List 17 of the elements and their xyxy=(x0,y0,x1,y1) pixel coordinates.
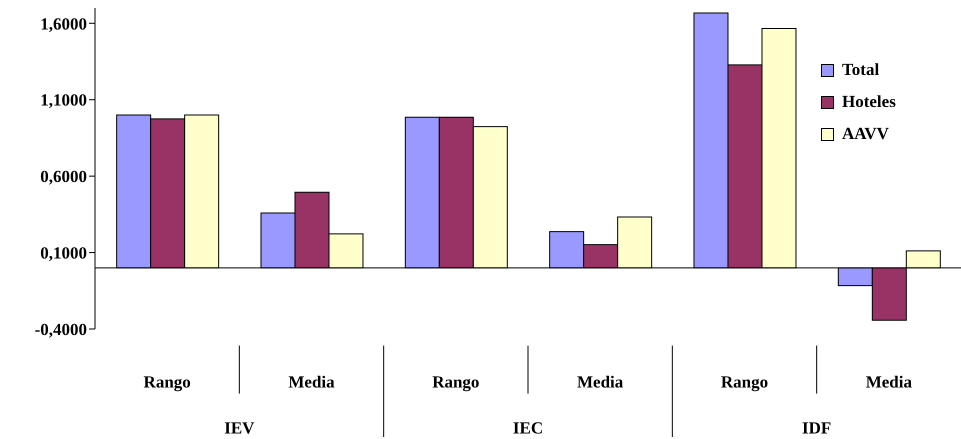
y-tick-label: 0,6000 xyxy=(40,167,87,186)
text: IEV xyxy=(224,418,256,438)
legend-label: AAVV xyxy=(842,124,889,144)
x-tick-label: Rango xyxy=(144,372,191,392)
x-tick-label: Rango xyxy=(432,372,480,392)
x-tick-label: Media xyxy=(577,372,624,392)
x-tick-label: Media xyxy=(866,372,912,392)
x-tick-label: Media xyxy=(288,372,336,392)
y-tick-label: -0,4000 xyxy=(34,320,87,340)
text: IEC xyxy=(512,418,544,438)
x-tick-label: Rango xyxy=(720,372,768,392)
text: IDF xyxy=(802,418,832,438)
y-tick-label: 1,1000 xyxy=(40,90,87,110)
y-tick-label: 1,6000 xyxy=(40,14,87,34)
y-tick-label: 0,1000 xyxy=(40,244,87,263)
legend-label: Hoteles xyxy=(842,92,896,112)
legend-label: Total xyxy=(842,60,880,80)
